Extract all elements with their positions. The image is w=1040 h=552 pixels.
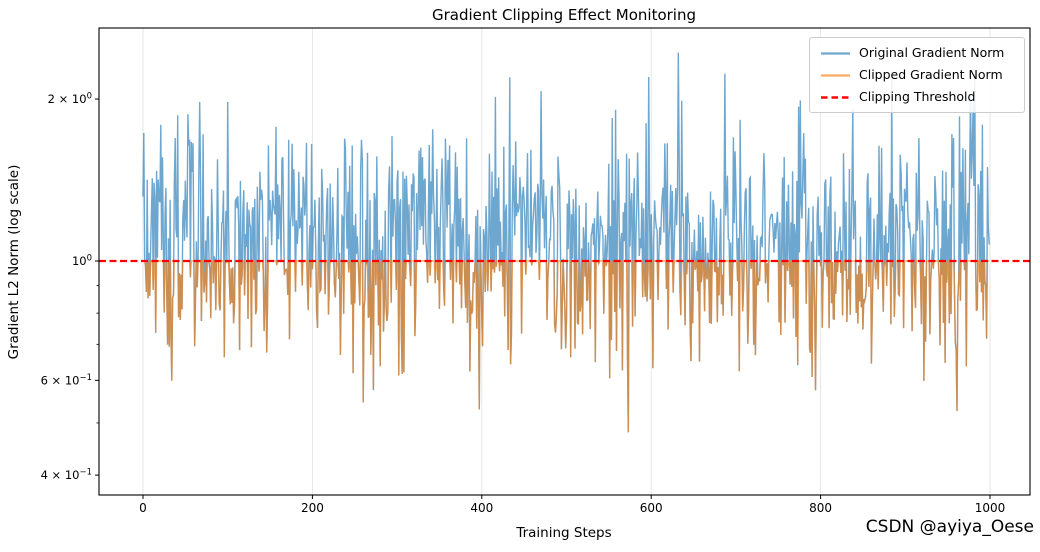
series-clipped-gradient-norm — [143, 258, 990, 433]
y-tick-label: 4 × 10−1 — [41, 468, 92, 483]
y-tick-label: 2 × 100 — [48, 92, 92, 107]
chart-title: Gradient Clipping Effect Monitoring — [432, 6, 696, 24]
plot-spines — [98, 27, 1031, 496]
y-axis-label: Gradient L2 Norm (log scale) — [6, 165, 22, 360]
legend-line-original-icon — [821, 51, 850, 55]
legend-label-original: Original Gradient Norm — [859, 45, 1005, 60]
y-tick-label: 100 — [72, 254, 92, 269]
legend-label-threshold: Clipping Threshold — [859, 89, 976, 104]
x-tick-label: 1000 — [975, 501, 1006, 515]
legend-line-clipped-icon — [821, 73, 850, 77]
legend: Original Gradient Norm Clipped Gradient … — [809, 37, 1025, 113]
watermark: CSDN @ayiya_Oese — [866, 517, 1034, 537]
y-tick-label: 6 × 10−1 — [41, 373, 92, 388]
x-tick-label: 600 — [640, 501, 663, 515]
x-axis-label: Training Steps — [515, 525, 611, 541]
x-tick-label: 0 — [139, 501, 147, 515]
legend-item-original: Original Gradient Norm — [820, 43, 1014, 62]
legend-label-clipped: Clipped Gradient Norm — [859, 67, 1003, 82]
legend-item-clipped: Clipped Gradient Norm — [820, 65, 1014, 84]
axes-layer: 0 200 400 600 800 1000 2 × 100 100 6 × 10−1 4 × 1… — [41, 27, 1031, 515]
x-tick-label: 400 — [470, 501, 493, 515]
x-tick-label: 800 — [809, 501, 832, 515]
series-layer — [142, 52, 990, 433]
legend-line-threshold-icon — [821, 95, 850, 99]
legend-item-threshold: Clipping Threshold — [820, 87, 1014, 106]
x-tick-label: 200 — [301, 501, 324, 515]
